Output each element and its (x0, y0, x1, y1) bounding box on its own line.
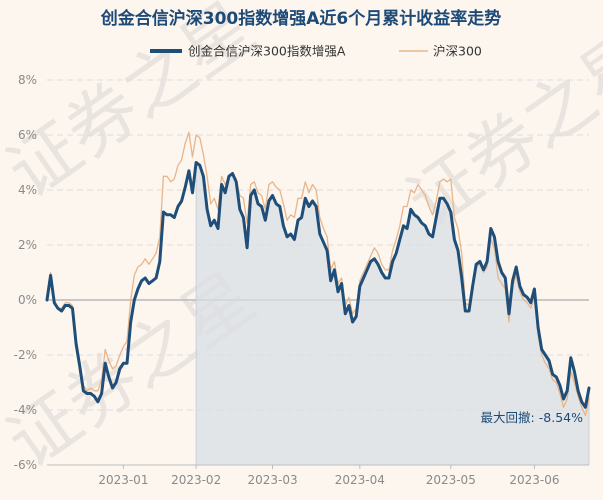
x-tick-label: 2023-05 (426, 473, 476, 487)
max-drawdown-label: 最大回撤: (481, 410, 535, 425)
series-line-benchmark (46, 131, 590, 417)
max-drawdown-annotation: 最大回撤: -8.54% (481, 410, 584, 425)
y-tick-label: 6% (18, 128, 37, 142)
legend-label-series-2: 沪深300 (433, 44, 482, 59)
y-tick-label: 4% (18, 183, 37, 197)
chart-title: 创金合信沪深300指数增强A近6个月累计收益率走势 (100, 8, 501, 29)
x-tick-label: 2023-04 (335, 473, 385, 487)
y-tick-label: -6% (14, 458, 37, 472)
legend: 创金合信沪深300指数增强A 沪深300 (150, 44, 482, 59)
y-tick-label: -4% (14, 403, 37, 417)
x-tick-label: 2023-06 (509, 473, 559, 487)
series-line-fund (45, 161, 591, 409)
y-tick-label: 2% (18, 238, 37, 252)
x-tick-label: 2023-03 (247, 473, 297, 487)
x-tick-label: 2023-01 (98, 473, 148, 487)
y-tick-label: 8% (18, 73, 37, 87)
y-axis-ticks: 8% 6% 4% 2% 0% -2% -4% -6% (14, 73, 37, 472)
x-axis: 2023-01 2023-02 2023-03 2023-04 2023-05 2023-… (47, 464, 589, 487)
legend-label-series-1: 创金合信沪深300指数增强A (188, 44, 346, 59)
x-tick-label: 2023-02 (171, 473, 221, 487)
y-tick-label: -2% (14, 348, 37, 362)
max-drawdown-value: -8.54% (539, 410, 583, 425)
series-layer (45, 131, 591, 417)
y-tick-label: 0% (18, 293, 37, 307)
